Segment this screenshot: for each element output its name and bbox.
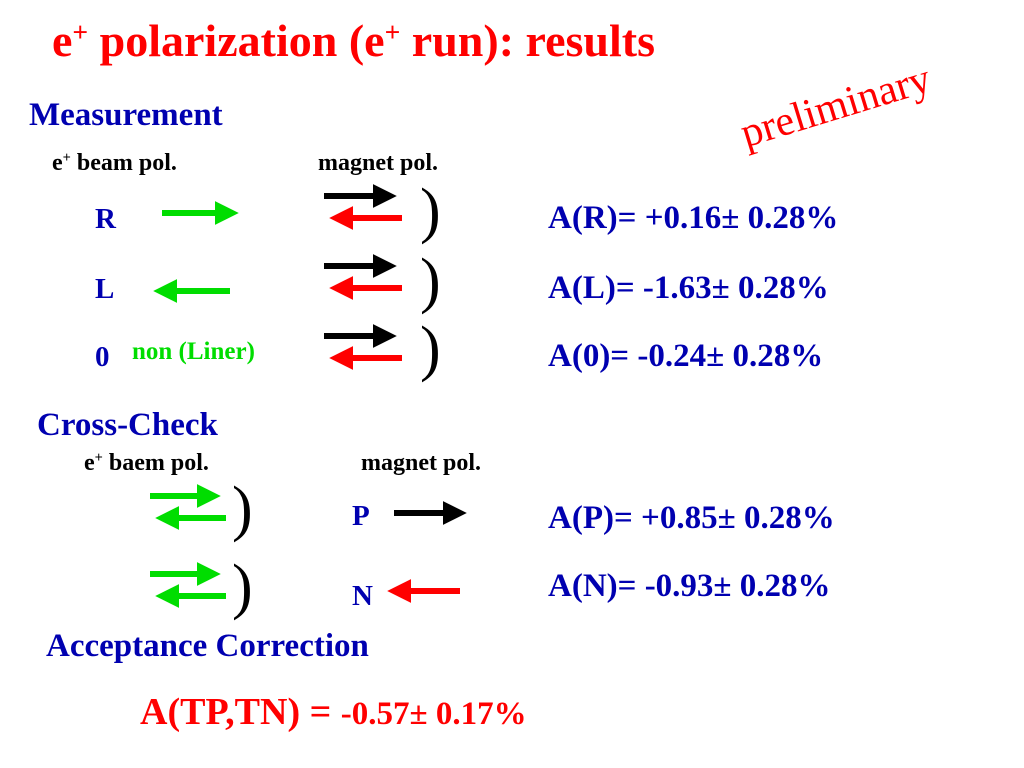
formula-label: A(TP,TN) = bbox=[140, 691, 341, 733]
row-note-non-liner: non (Liner) bbox=[132, 338, 255, 365]
bracket-icon: ) bbox=[420, 177, 441, 245]
beam-pair-icon bbox=[150, 562, 226, 608]
result-p: A(P)= +0.85± 0.28% bbox=[548, 500, 835, 536]
cross-check-heading: Cross-Check bbox=[37, 407, 218, 443]
measurement-col1-header: e+ beam pol. bbox=[52, 150, 177, 177]
col1-base: e bbox=[52, 150, 63, 176]
result-n: A(N)= -0.93± 0.28% bbox=[548, 568, 831, 604]
right-arrow-icon bbox=[394, 501, 467, 525]
acceptance-heading: Acceptance Correction bbox=[46, 628, 369, 664]
magnet-pair-icon bbox=[324, 184, 402, 230]
magnet-pair-icon bbox=[324, 324, 402, 370]
beam-pair-icon bbox=[150, 484, 226, 530]
result-r: A(R)= +0.16± 0.28% bbox=[548, 200, 839, 236]
right-arrow-icon bbox=[162, 201, 239, 225]
measurement-col2-header: magnet pol. bbox=[318, 150, 438, 176]
cc-col1-base: e bbox=[84, 450, 95, 476]
row-label-n: N bbox=[352, 580, 373, 612]
row-label-r: R bbox=[95, 203, 116, 235]
cc-col1-rest: baem pol. bbox=[102, 450, 209, 476]
bracket-icon: ) bbox=[232, 553, 253, 621]
title-rest1: polarization (e bbox=[88, 15, 385, 66]
formula-value: -0.57± 0.17% bbox=[340, 696, 527, 732]
title-sup2: + bbox=[384, 15, 401, 47]
col1-sup: + bbox=[62, 150, 71, 167]
bracket-icon: ) bbox=[420, 315, 441, 383]
left-arrow-icon bbox=[153, 279, 230, 303]
bracket-icon: ) bbox=[232, 475, 253, 543]
cross-check-col1-header: e+ baem pol. bbox=[84, 450, 209, 477]
row-label-0: 0 bbox=[95, 341, 110, 373]
left-arrow-icon bbox=[387, 579, 460, 603]
acceptance-formula: A(TP,TN) = -0.57± 0.17% bbox=[140, 690, 527, 734]
col1-rest: beam pol. bbox=[70, 150, 177, 176]
title-sup: + bbox=[72, 15, 89, 47]
title-base: e bbox=[52, 15, 73, 66]
title-rest2: run): results bbox=[400, 15, 656, 66]
row-label-p: P bbox=[352, 500, 370, 532]
magnet-pair-icon bbox=[324, 254, 402, 300]
preliminary-stamp: preliminary bbox=[735, 55, 937, 157]
cc-col1-sup: + bbox=[94, 450, 103, 467]
measurement-heading: Measurement bbox=[29, 97, 223, 133]
result-0: A(0)= -0.24± 0.28% bbox=[548, 338, 824, 374]
result-l: A(L)= -1.63± 0.28% bbox=[548, 270, 829, 306]
page-title: e+ polarization (e+ run): results bbox=[52, 14, 655, 67]
cross-check-col2-header: magnet pol. bbox=[361, 450, 481, 476]
row-label-l: L bbox=[95, 273, 115, 305]
bracket-icon: ) bbox=[420, 247, 441, 315]
